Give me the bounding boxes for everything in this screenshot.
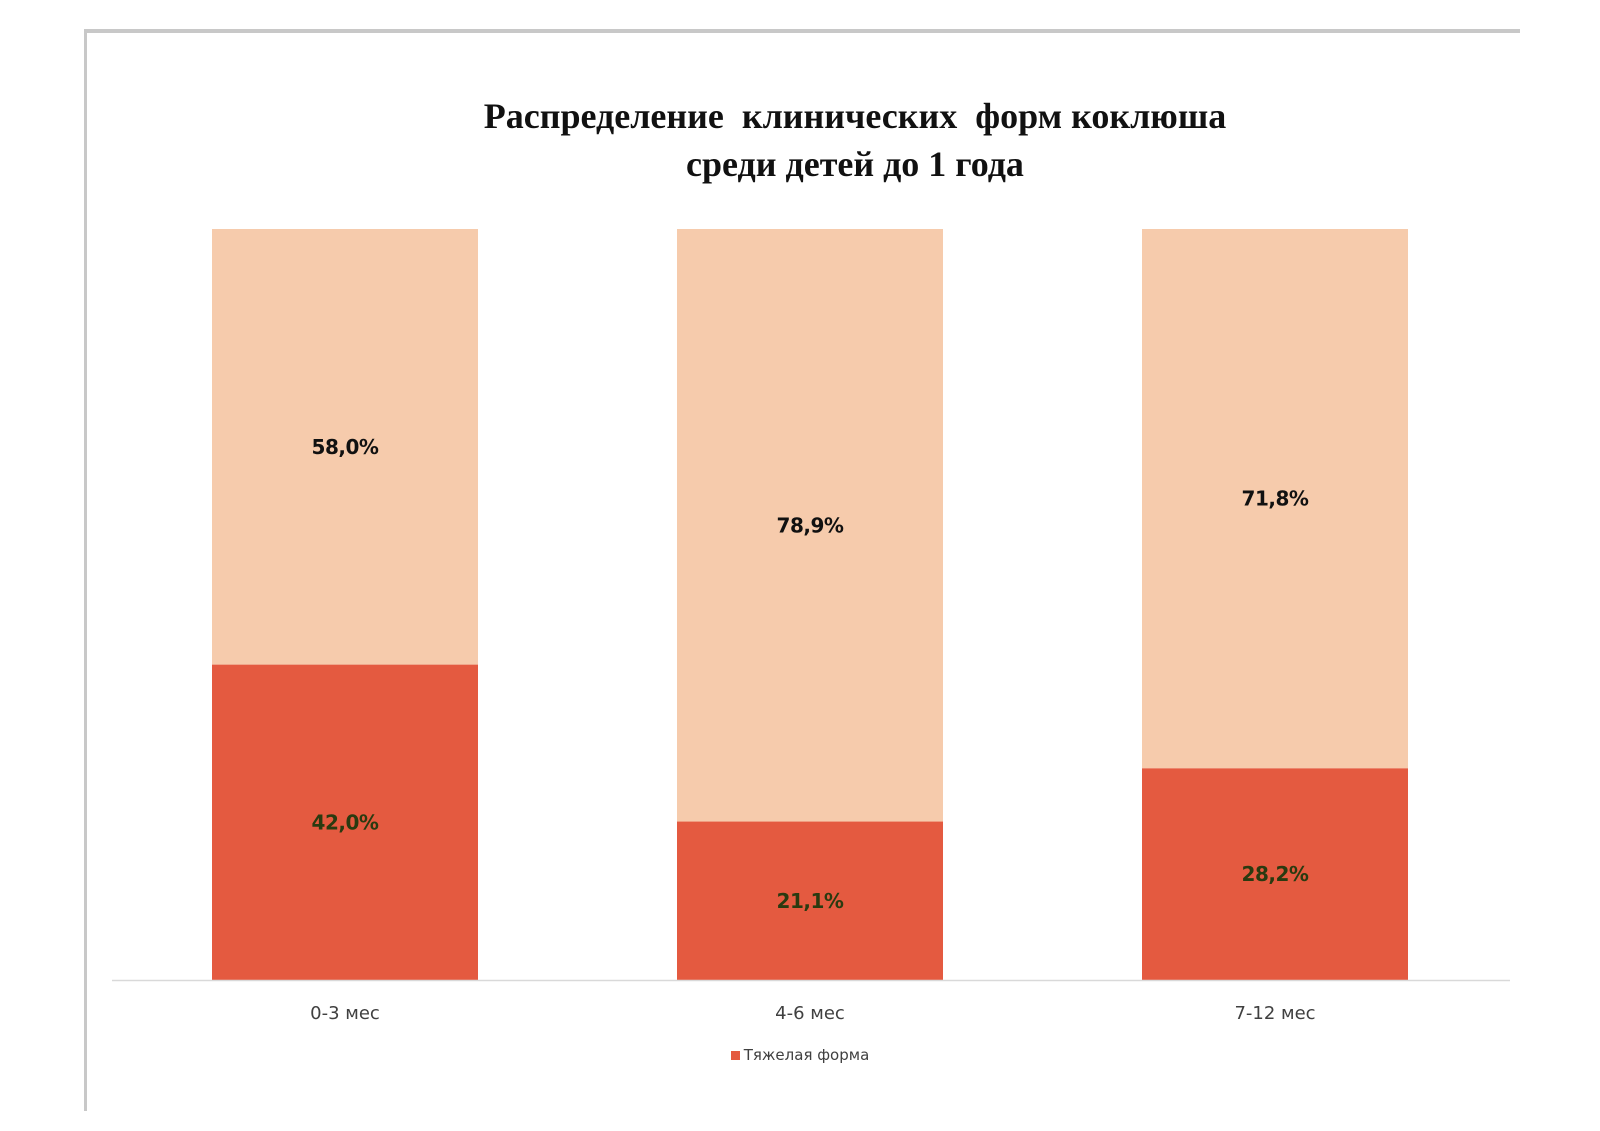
data-label-severe-1: 42,0%: [312, 810, 379, 834]
bar-segment-other-1: [212, 229, 478, 665]
bar-segment-other-3: [1142, 229, 1408, 769]
data-label-severe-2: 21,1%: [777, 889, 844, 913]
data-label-other-3: 71,8%: [1242, 487, 1309, 511]
data-label-other-1: 58,0%: [312, 435, 379, 459]
legend-label-severe: Тяжелая форма: [743, 1046, 870, 1064]
bar-segment-severe-1: [212, 664, 478, 980]
x-tick-label-3: 7-12 мес: [1234, 1003, 1315, 1024]
x-tick-label-1: 0-3 мес: [310, 1003, 380, 1024]
bar-segment-other-2: [677, 229, 943, 822]
legend-swatch-severe: [730, 1051, 740, 1060]
bar-segment-severe-2: [677, 821, 943, 980]
data-label-other-2: 78,9%: [777, 513, 844, 537]
chart-frame-left-border: [84, 29, 87, 1111]
data-label-severe-3: 28,2%: [1242, 862, 1309, 886]
bar-segment-severe-3: [1142, 768, 1408, 980]
x-tick-label-2: 4-6 мес: [775, 1003, 845, 1024]
legend: Тяжелая форма: [0, 1045, 1600, 1065]
chart-frame-top-border: [84, 29, 1520, 33]
chart-title: Распределение клинических форм коклюша с…: [483, 96, 1227, 184]
